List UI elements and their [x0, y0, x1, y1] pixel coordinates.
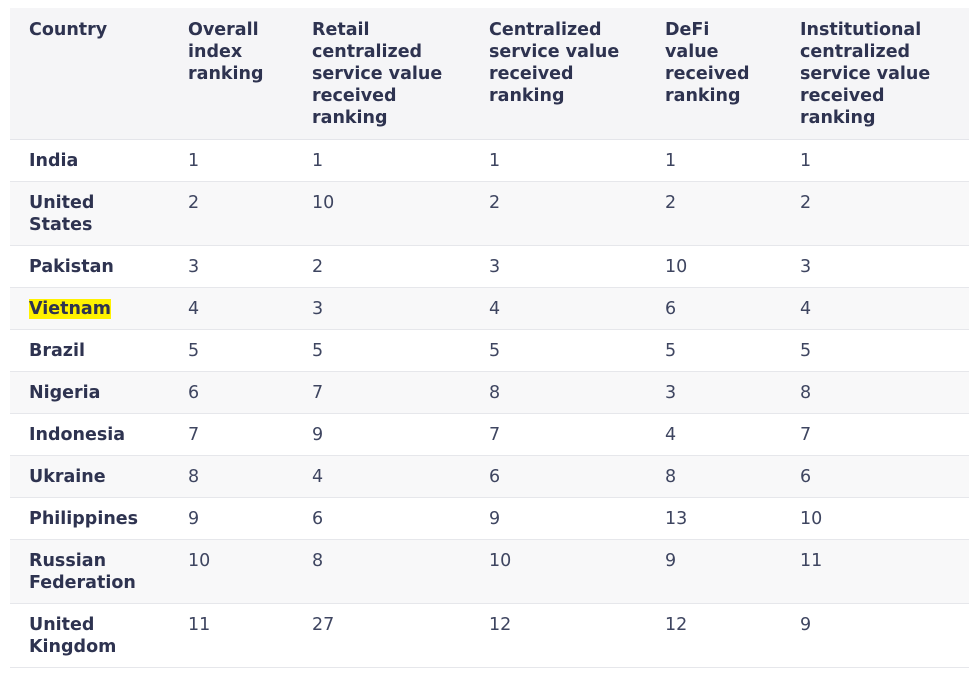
header-overall-index-ranking: Overall index ranking [169, 8, 293, 140]
defi-ranking-cell: 10 [646, 245, 781, 288]
centralized-ranking-cell: 4 [470, 287, 646, 330]
table-row: United States 2 10 2 2 2 [10, 181, 969, 246]
institutional-ranking-cell: 4 [781, 287, 969, 330]
overall-ranking-cell: 3 [169, 245, 293, 288]
retail-ranking-cell: 2 [293, 245, 470, 288]
country-cell: Vietnam [10, 287, 169, 330]
table-row: Pakistan 3 2 3 10 3 [10, 245, 969, 288]
ranking-table-container: Country Overall index ranking Retail cen… [10, 8, 969, 668]
table-row: Indonesia 7 9 7 4 7 [10, 413, 969, 456]
header-row: Country Overall index ranking Retail cen… [10, 8, 969, 140]
overall-ranking-cell: 8 [169, 455, 293, 498]
centralized-ranking-cell: 3 [470, 245, 646, 288]
table-row-highlighted: Vietnam 4 3 4 6 4 [10, 287, 969, 330]
defi-ranking-cell: 13 [646, 497, 781, 540]
header-country: Country [10, 8, 169, 140]
institutional-ranking-cell: 2 [781, 181, 969, 246]
centralized-ranking-cell: 8 [470, 371, 646, 414]
institutional-ranking-cell: 6 [781, 455, 969, 498]
centralized-ranking-cell: 5 [470, 329, 646, 372]
centralized-ranking-cell: 1 [470, 139, 646, 182]
overall-ranking-cell: 5 [169, 329, 293, 372]
overall-ranking-cell: 2 [169, 181, 293, 246]
overall-ranking-cell: 9 [169, 497, 293, 540]
institutional-ranking-cell: 9 [781, 603, 969, 668]
institutional-ranking-cell: 11 [781, 539, 969, 604]
retail-ranking-cell: 3 [293, 287, 470, 330]
overall-ranking-cell: 7 [169, 413, 293, 456]
defi-ranking-cell: 6 [646, 287, 781, 330]
centralized-ranking-cell: 2 [470, 181, 646, 246]
centralized-ranking-cell: 9 [470, 497, 646, 540]
country-cell: Nigeria [10, 371, 169, 414]
table-row: Ukraine 8 4 6 8 6 [10, 455, 969, 498]
retail-ranking-cell: 10 [293, 181, 470, 246]
country-cell: Philippines [10, 497, 169, 540]
country-cell: Brazil [10, 329, 169, 372]
table-row: Nigeria 6 7 8 3 8 [10, 371, 969, 414]
country-cell: Pakistan [10, 245, 169, 288]
retail-ranking-cell: 4 [293, 455, 470, 498]
retail-ranking-cell: 5 [293, 329, 470, 372]
table-header: Country Overall index ranking Retail cen… [10, 8, 969, 140]
crypto-adoption-ranking-table: Country Overall index ranking Retail cen… [10, 8, 969, 668]
centralized-ranking-cell: 7 [470, 413, 646, 456]
country-cell: Russian Federation [10, 539, 169, 604]
institutional-ranking-cell: 5 [781, 329, 969, 372]
highlighted-country-label: Vietnam [29, 298, 111, 319]
table-row: India 1 1 1 1 1 [10, 139, 969, 182]
country-cell: United States [10, 181, 169, 246]
defi-ranking-cell: 2 [646, 181, 781, 246]
overall-ranking-cell: 6 [169, 371, 293, 414]
country-cell: United Kingdom [10, 603, 169, 668]
defi-ranking-cell: 9 [646, 539, 781, 604]
centralized-ranking-cell: 12 [470, 603, 646, 668]
institutional-ranking-cell: 10 [781, 497, 969, 540]
institutional-ranking-cell: 3 [781, 245, 969, 288]
centralized-ranking-cell: 6 [470, 455, 646, 498]
institutional-ranking-cell: 7 [781, 413, 969, 456]
institutional-ranking-cell: 1 [781, 139, 969, 182]
table-row: United Kingdom 11 27 12 12 9 [10, 603, 969, 668]
defi-ranking-cell: 3 [646, 371, 781, 414]
country-cell: India [10, 139, 169, 182]
header-institutional-centralized-ranking: Institutional centralized service value … [781, 8, 969, 140]
centralized-ranking-cell: 10 [470, 539, 646, 604]
defi-ranking-cell: 8 [646, 455, 781, 498]
defi-ranking-cell: 12 [646, 603, 781, 668]
country-cell: Indonesia [10, 413, 169, 456]
table-row: Philippines 9 6 9 13 10 [10, 497, 969, 540]
overall-ranking-cell: 1 [169, 139, 293, 182]
overall-ranking-cell: 10 [169, 539, 293, 604]
institutional-ranking-cell: 8 [781, 371, 969, 414]
retail-ranking-cell: 27 [293, 603, 470, 668]
defi-ranking-cell: 1 [646, 139, 781, 182]
retail-ranking-cell: 6 [293, 497, 470, 540]
overall-ranking-cell: 4 [169, 287, 293, 330]
table-row: Russian Federation 10 8 10 9 11 [10, 539, 969, 604]
defi-ranking-cell: 4 [646, 413, 781, 456]
table-row: Brazil 5 5 5 5 5 [10, 329, 969, 372]
table-body: India 1 1 1 1 1 United States 2 10 2 2 2… [10, 139, 969, 668]
header-defi-value-ranking: DeFi value received ranking [646, 8, 781, 140]
retail-ranking-cell: 7 [293, 371, 470, 414]
retail-ranking-cell: 8 [293, 539, 470, 604]
defi-ranking-cell: 5 [646, 329, 781, 372]
retail-ranking-cell: 1 [293, 139, 470, 182]
retail-ranking-cell: 9 [293, 413, 470, 456]
header-centralized-service-ranking: Centralized service value received ranki… [470, 8, 646, 140]
country-cell: Ukraine [10, 455, 169, 498]
header-retail-centralized-ranking: Retail centralized service value receive… [293, 8, 470, 140]
overall-ranking-cell: 11 [169, 603, 293, 668]
